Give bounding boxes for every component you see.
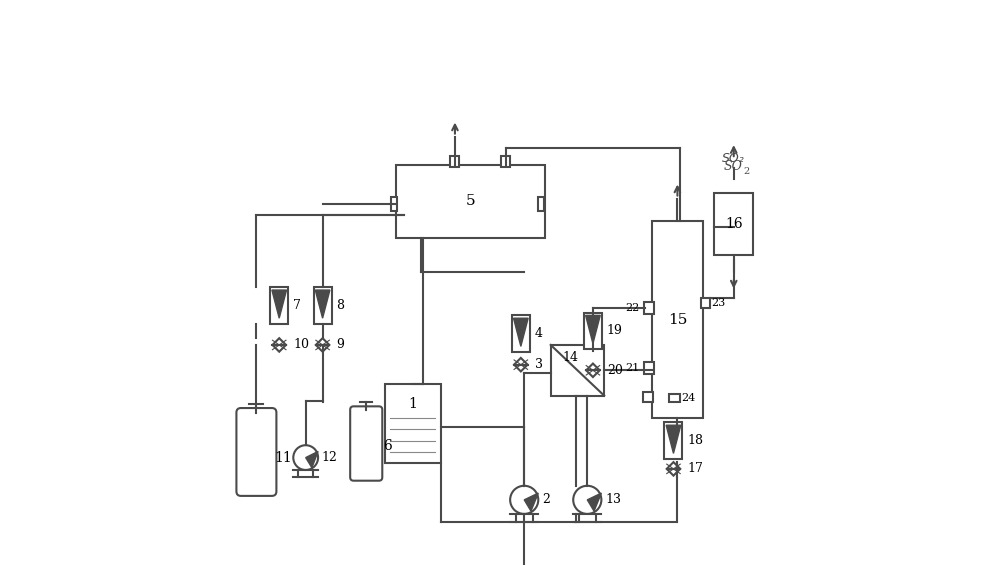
Text: 23: 23 xyxy=(711,298,725,308)
FancyBboxPatch shape xyxy=(538,198,544,211)
FancyBboxPatch shape xyxy=(669,394,680,402)
Polygon shape xyxy=(587,493,601,511)
FancyBboxPatch shape xyxy=(450,156,459,167)
Polygon shape xyxy=(586,315,600,344)
Text: 17: 17 xyxy=(688,462,703,475)
Polygon shape xyxy=(666,425,681,453)
Text: 6: 6 xyxy=(383,439,392,453)
Text: SO: SO xyxy=(723,160,742,173)
FancyBboxPatch shape xyxy=(396,165,545,238)
FancyBboxPatch shape xyxy=(584,312,602,349)
Text: 24: 24 xyxy=(681,393,696,404)
FancyBboxPatch shape xyxy=(350,406,382,481)
Polygon shape xyxy=(667,462,680,475)
Text: 20: 20 xyxy=(607,364,623,377)
FancyBboxPatch shape xyxy=(714,193,753,255)
Text: 8: 8 xyxy=(336,299,344,312)
Text: SO₂: SO₂ xyxy=(722,152,745,165)
Text: 14: 14 xyxy=(562,351,578,364)
Text: 7: 7 xyxy=(293,299,301,312)
FancyBboxPatch shape xyxy=(501,156,510,167)
Polygon shape xyxy=(514,358,528,371)
Polygon shape xyxy=(272,290,287,318)
FancyBboxPatch shape xyxy=(652,221,703,418)
Text: 9: 9 xyxy=(337,338,345,351)
Polygon shape xyxy=(524,493,538,511)
FancyBboxPatch shape xyxy=(643,392,653,402)
Text: 4: 4 xyxy=(534,327,542,340)
FancyBboxPatch shape xyxy=(236,408,276,496)
FancyBboxPatch shape xyxy=(385,384,441,463)
Text: 22: 22 xyxy=(625,303,640,313)
Text: 3: 3 xyxy=(535,358,543,371)
Text: 16: 16 xyxy=(725,217,743,231)
FancyBboxPatch shape xyxy=(270,287,288,324)
FancyBboxPatch shape xyxy=(551,345,604,396)
FancyBboxPatch shape xyxy=(391,198,397,211)
Polygon shape xyxy=(514,318,528,346)
Text: 13: 13 xyxy=(605,494,621,507)
Text: 2: 2 xyxy=(743,167,750,176)
FancyBboxPatch shape xyxy=(664,422,682,459)
Text: 12: 12 xyxy=(321,451,337,464)
Polygon shape xyxy=(316,338,329,351)
FancyBboxPatch shape xyxy=(512,315,530,352)
FancyBboxPatch shape xyxy=(644,362,654,374)
Text: 21: 21 xyxy=(625,363,640,373)
Text: 18: 18 xyxy=(687,434,703,447)
Text: 10: 10 xyxy=(293,338,309,351)
Text: 15: 15 xyxy=(668,312,687,327)
Text: 11: 11 xyxy=(275,451,292,465)
Text: 19: 19 xyxy=(606,324,622,337)
FancyBboxPatch shape xyxy=(644,302,654,314)
Text: 2: 2 xyxy=(542,494,550,507)
Polygon shape xyxy=(306,452,318,468)
Text: 5: 5 xyxy=(466,194,475,208)
Text: 1: 1 xyxy=(408,397,417,411)
Polygon shape xyxy=(272,338,286,351)
FancyBboxPatch shape xyxy=(314,287,332,324)
Polygon shape xyxy=(315,290,330,318)
FancyBboxPatch shape xyxy=(701,298,710,308)
Polygon shape xyxy=(586,363,600,377)
